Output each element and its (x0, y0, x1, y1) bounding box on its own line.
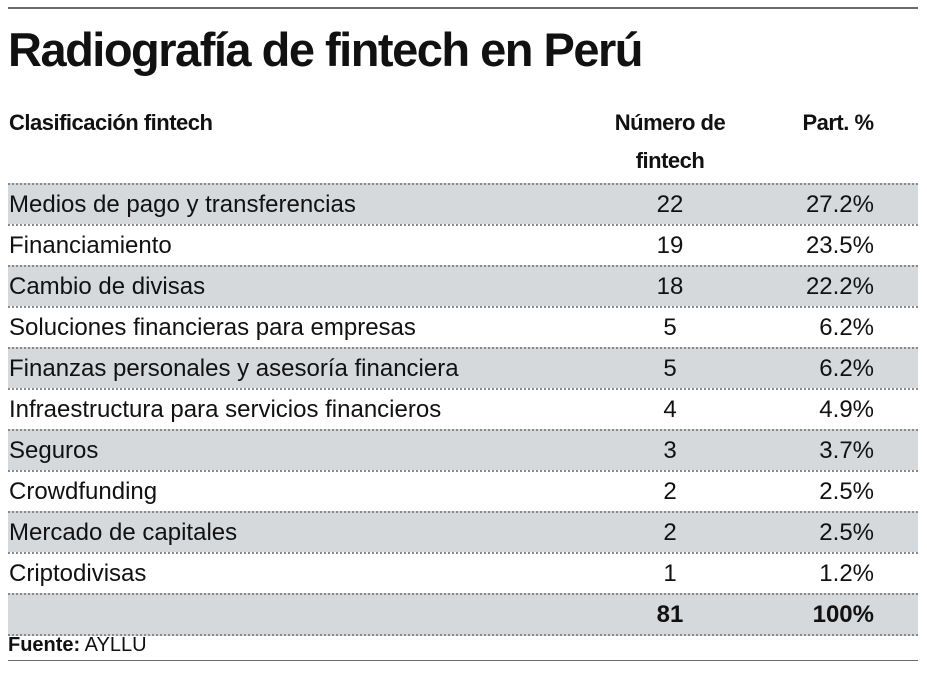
row-count: 3 (663, 437, 677, 464)
header-count-line1: Número de (614, 110, 726, 135)
row-share: 2.5% (819, 519, 874, 546)
row-label: Infraestructura para servicios financier… (9, 396, 442, 423)
row-share: 23.5% (805, 232, 874, 259)
row-share: 4.9% (819, 396, 874, 423)
row-count: 18 (656, 273, 684, 300)
table-row: Soluciones financieras para empresas 5 6.2… (8, 306, 918, 347)
total-share: 100% (812, 601, 874, 628)
row-count: 4 (663, 396, 677, 423)
row-share: 2.5% (819, 478, 874, 505)
bottom-rule (8, 660, 918, 661)
table-row: Crowdfunding 2 2.5% (8, 470, 918, 511)
table-row: Criptodivisas 1 1.2% (8, 552, 918, 593)
row-label: Finanzas personales y asesoría financier… (9, 355, 459, 382)
header-share: Part. % (802, 110, 874, 135)
row-count: 19 (656, 232, 684, 259)
row-label: Cambio de divisas (9, 273, 206, 300)
table-row: Medios de pago y transferencias 22 27.2% (8, 183, 918, 224)
row-count: 1 (663, 560, 677, 587)
total-count: 81 (656, 601, 684, 628)
table-row: Cambio de divisas 18 22.2% (8, 265, 918, 306)
row-share: 3.7% (819, 437, 874, 464)
header-count: Número de fintech (600, 104, 740, 180)
row-share: 1.2% (819, 560, 874, 587)
row-count: 5 (663, 355, 677, 382)
total-row: 81 100% (8, 593, 918, 636)
table-row: Seguros 3 3.7% (8, 429, 918, 470)
fintech-table: Medios de pago y transferencias 22 27.2% Fi… (8, 183, 918, 636)
table-row: Infraestructura para servicios financier… (8, 388, 918, 429)
source-value: AYLLU (84, 634, 147, 656)
row-count: 2 (663, 519, 677, 546)
top-rule (8, 7, 918, 9)
row-share: 27.2% (805, 191, 874, 218)
row-label: Mercado de capitales (9, 519, 238, 546)
source-label: Fuente: (8, 634, 81, 656)
row-count: 2 (663, 478, 677, 505)
table-row: Mercado de capitales 2 2.5% (8, 511, 918, 552)
table-row: Finanzas personales y asesoría financier… (8, 347, 918, 388)
row-label: Financiamiento (9, 232, 172, 259)
header-count-line2: fintech (635, 148, 705, 173)
row-label: Criptodivisas (9, 560, 147, 587)
row-label: Soluciones financieras para empresas (9, 314, 416, 341)
row-share: 6.2% (819, 314, 874, 341)
row-count: 22 (656, 191, 684, 218)
header-classification: Clasificación fintech (9, 110, 213, 135)
table-row: Financiamiento 19 23.5% (8, 224, 918, 265)
row-label: Crowdfunding (9, 478, 158, 505)
row-share: 6.2% (819, 355, 874, 382)
source-note: Fuente: AYLLU (8, 632, 147, 658)
row-count: 5 (663, 314, 677, 341)
row-share: 22.2% (805, 273, 874, 300)
row-label: Seguros (9, 437, 99, 464)
page-title: Radiografía de fintech en Perú (8, 23, 644, 76)
row-label: Medios de pago y transferencias (9, 191, 356, 218)
